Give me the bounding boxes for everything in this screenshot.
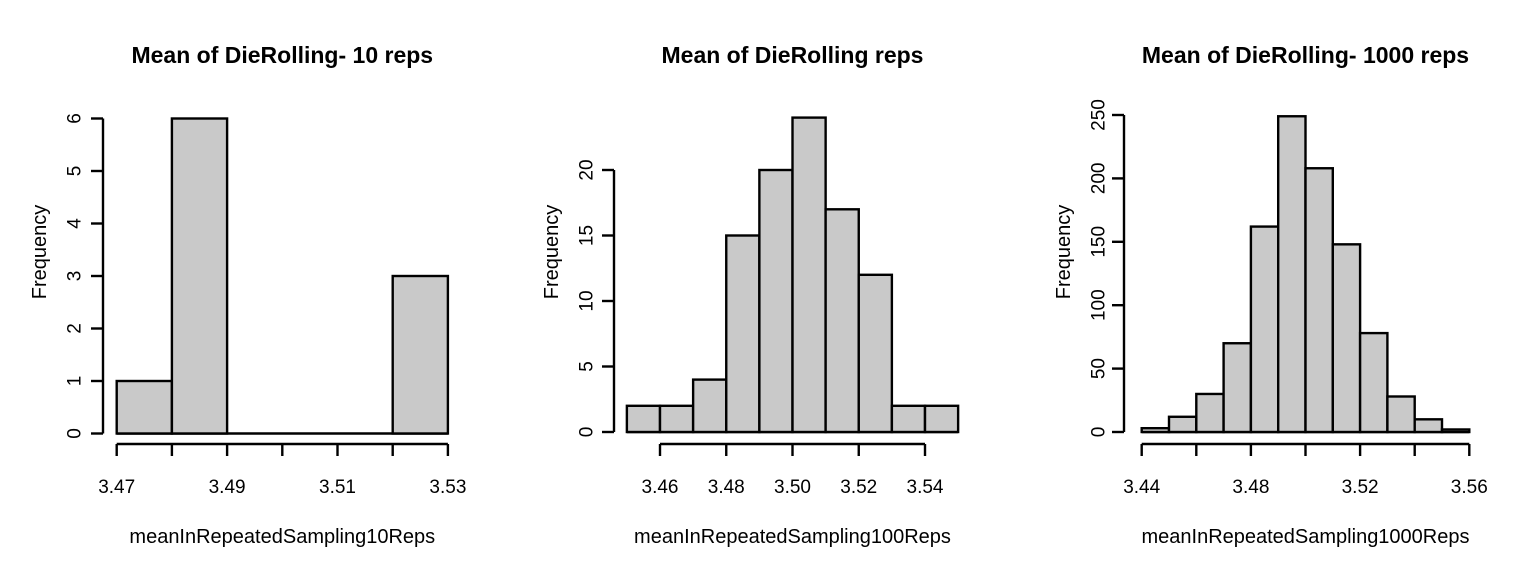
histogram-bar (824, 208, 860, 434)
x-axis-label: meanInRepeatedSampling1000Reps (1141, 526, 1469, 548)
y-tick-label: 150 (1089, 226, 1110, 258)
y-tick-label: 4 (65, 218, 86, 229)
y-tick-label: 3 (65, 271, 86, 282)
histogram-bar (1222, 342, 1253, 434)
histogram-svg-100-reps: Mean of DieRolling reps 0 5 10 15 20 Frequency… (541, 42, 960, 548)
chart-title: Mean of DieRolling- 10 reps (131, 42, 433, 68)
y-tick-label: 100 (1089, 289, 1110, 321)
histogram-bar (115, 379, 174, 435)
y-tick-label: 10 (577, 290, 598, 311)
y-tick-label: 5 (577, 361, 598, 372)
histogram-bar (1195, 392, 1225, 434)
y-tick-label: 250 (1089, 99, 1110, 131)
y-tick-label: 0 (1089, 427, 1110, 438)
y-tick-label: 50 (1089, 358, 1110, 379)
histogram-svg-10-reps: Mean of DieRolling- 10 reps 0 1 2 3 4 5 6 Freque… (29, 42, 466, 548)
y-axis-label: Frequency (29, 205, 51, 300)
x-tick-label: 3.49 (209, 477, 246, 498)
histogram-bar (1304, 167, 1334, 434)
x-tick-label: 3.52 (840, 477, 877, 498)
x-tick-label: 3.52 (1342, 477, 1379, 498)
histogram-bar (625, 404, 662, 434)
histogram-bar (923, 404, 960, 434)
histogram-bar (170, 117, 229, 435)
histogram-bar (1167, 415, 1198, 434)
y-tick-label: 200 (1089, 163, 1110, 195)
histogram-bar (758, 168, 794, 434)
histogram-bar (1413, 418, 1444, 434)
y-axis-label: Frequency (1053, 205, 1075, 300)
x-tick-label: 3.54 (907, 477, 944, 498)
histogram-bar (1276, 115, 1307, 434)
chart-title: Mean of DieRolling reps (662, 42, 924, 68)
x-axis-label: meanInRepeatedSampling100Reps (634, 526, 951, 548)
histogram-bar (857, 273, 894, 434)
x-tick-label: 3.56 (1451, 477, 1488, 498)
y-tick-label: 1 (65, 376, 86, 387)
histogram-bar (391, 274, 450, 435)
y-tick-label: 5 (65, 166, 86, 177)
y-tick-label: 0 (65, 428, 86, 439)
chart-title: Mean of DieRolling- 1000 reps (1142, 42, 1469, 68)
x-tick-label: 3.44 (1123, 477, 1160, 498)
histogram-bar (1440, 428, 1471, 434)
y-tick-label: 15 (577, 225, 598, 246)
histogram-bar (791, 116, 827, 434)
histogram-panel-1000-reps: Mean of DieRolling- 1000 reps 0 50 100 150 20… (1024, 0, 1536, 576)
y-tick-label: 20 (577, 159, 598, 180)
x-tick-label: 3.48 (1232, 477, 1269, 498)
histogram-bar (890, 404, 927, 434)
histogram-bar (725, 234, 761, 434)
x-tick-label: 3.53 (429, 477, 466, 498)
x-tick-label: 3.47 (98, 477, 135, 498)
histogram-bar (1140, 426, 1171, 434)
histogram-bar (1386, 395, 1416, 434)
y-tick-label: 0 (577, 427, 598, 438)
x-axis-label: meanInRepeatedSampling10Reps (129, 526, 435, 548)
x-tick-label: 3.50 (774, 477, 811, 498)
histogram-panel-10-reps: Mean of DieRolling- 10 reps 0 1 2 3 4 5 6 Freque… (0, 0, 512, 576)
histogram-bar (691, 378, 728, 434)
histogram-panel-100-reps: Mean of DieRolling reps 0 5 10 15 20 Frequency… (512, 0, 1024, 576)
histogram-svg-1000-reps: Mean of DieRolling- 1000 reps 0 50 100 150 20… (1053, 42, 1488, 548)
y-tick-label: 2 (65, 323, 86, 334)
histogram-bar (1331, 243, 1362, 434)
y-axis-label: Frequency (541, 205, 563, 300)
x-tick-label: 3.51 (319, 477, 356, 498)
histogram-bar (1358, 331, 1389, 434)
histogram-bar (658, 404, 695, 434)
x-tick-label: 3.48 (708, 477, 745, 498)
y-tick-label: 6 (65, 113, 86, 124)
x-tick-label: 3.46 (642, 477, 679, 498)
histogram-bar (1249, 225, 1280, 434)
